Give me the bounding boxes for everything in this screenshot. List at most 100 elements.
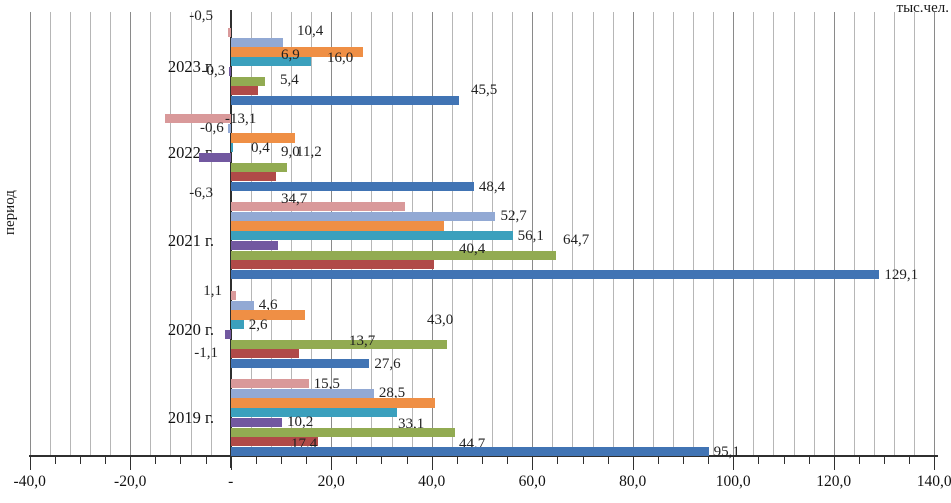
bar-series-teal-2023	[230, 57, 312, 67]
bar-series-teal-2020	[230, 320, 244, 330]
data-label-series-purple-2019: 10,2	[287, 414, 314, 431]
bar-series-pink-2023	[228, 28, 231, 38]
data-label-series-light-blue-2023: 10,4	[297, 23, 324, 39]
x-tick-label: 60,0	[518, 473, 546, 490]
minor-tick	[783, 457, 785, 464]
x-tick-label: 100,0	[715, 473, 751, 490]
minor-tick	[280, 457, 282, 464]
x-tick-label: 140,0	[916, 473, 951, 490]
minor-gridline	[512, 12, 514, 455]
data-label-series-light-blue-2020: 4,6	[258, 297, 278, 314]
minor-tick	[708, 457, 710, 464]
bar-series-dark-red-2023	[230, 86, 258, 96]
minor-tick	[356, 457, 358, 464]
minor-tick	[456, 457, 458, 464]
data-label-series-purple-2022: -6,3	[189, 185, 213, 201]
minor-gridline	[612, 12, 614, 455]
minor-tick	[105, 457, 107, 464]
bar-series-pink-2019	[230, 379, 309, 389]
bar-series-dark-red-2021	[230, 260, 434, 270]
major-gridline	[632, 12, 634, 455]
minor-gridline	[210, 12, 212, 455]
x-tick-label: 20,0	[317, 473, 345, 490]
bar-series-orange-2023	[230, 47, 363, 57]
bar-series-light-blue-2023	[230, 37, 283, 47]
bar-series-light-blue-2019	[230, 388, 374, 398]
data-label-series-light-blue-2021: 52,7	[500, 208, 527, 225]
minor-gridline	[49, 12, 51, 455]
value-axis-title: тыс.чел.	[896, 0, 949, 16]
minor-gridline	[793, 12, 795, 455]
minor-gridline	[69, 12, 71, 455]
bar-series-dark-blue-2019	[230, 446, 709, 457]
data-label-series-dark-blue-2021: 129,1	[884, 266, 919, 283]
minor-gridline	[552, 12, 554, 455]
bar-series-orange-2021	[230, 221, 445, 231]
data-label-series-dark-blue-2019: 95,1	[713, 443, 740, 460]
data-label-series-dark-red-2021: 40,4	[459, 241, 486, 257]
data-label-series-pink-2021: 34,7	[281, 191, 308, 207]
minor-gridline	[572, 12, 574, 455]
category-label-2021: 2021 г.	[167, 230, 214, 250]
minor-gridline	[914, 12, 916, 455]
bar-series-pink-2020	[230, 291, 237, 301]
bar-series-teal-2022	[230, 143, 233, 153]
minor-tick	[657, 457, 659, 464]
bar-series-light-blue-2020	[230, 300, 254, 310]
minor-tick	[607, 457, 609, 464]
minor-tick	[155, 457, 157, 464]
bar-series-green-2022	[230, 162, 287, 172]
bar-series-dark-red-2020	[230, 349, 300, 359]
category-axis-title: период	[2, 190, 18, 235]
minor-tick	[507, 457, 509, 464]
major-tick	[733, 457, 735, 470]
minor-tick	[858, 457, 860, 464]
data-label-series-teal-2022: 0,4	[251, 140, 270, 156]
minor-gridline	[693, 12, 694, 455]
data-label-series-green-2022: 11,2	[296, 144, 322, 160]
minor-gridline	[773, 12, 775, 455]
data-label-series-dark-red-2022: 9,0	[281, 144, 300, 160]
minor-gridline	[110, 12, 112, 455]
major-tick	[532, 457, 534, 470]
bar-series-green-2021	[230, 250, 556, 260]
minor-gridline	[873, 12, 875, 455]
x-tick-label: -20,0	[114, 473, 147, 490]
x-tick-label: 120,0	[816, 473, 852, 490]
data-label-series-teal-2021: 56,1	[517, 227, 544, 244]
major-gridline	[130, 12, 132, 455]
x-tick-label: 40,0	[418, 473, 446, 490]
minor-tick	[381, 457, 383, 464]
data-label-series-dark-red-2020: 13,7	[349, 333, 376, 349]
major-tick	[29, 457, 31, 470]
bar-series-dark-blue-2020	[230, 358, 370, 369]
minor-tick	[557, 457, 559, 464]
data-label-series-pink-2020: 1,1	[203, 283, 222, 299]
bar-series-dark-blue-2023	[230, 95, 460, 106]
major-tick	[331, 457, 333, 470]
major-gridline	[733, 12, 735, 455]
minor-tick	[54, 457, 56, 464]
minor-gridline	[894, 12, 895, 455]
bar-series-purple-2021	[230, 240, 279, 250]
bar-series-purple-2022	[199, 152, 231, 162]
minor-tick	[582, 457, 584, 464]
major-gridline	[29, 12, 31, 455]
minor-tick	[406, 457, 408, 464]
minor-tick	[482, 457, 483, 464]
minor-tick	[306, 457, 308, 464]
major-gridline	[532, 12, 534, 455]
minor-gridline	[753, 12, 755, 455]
minor-tick	[205, 457, 207, 464]
minor-tick	[79, 457, 81, 464]
category-label-2023: 2023 г.	[167, 56, 214, 76]
x-tick-label: -40,0	[13, 473, 46, 490]
minor-gridline	[813, 12, 815, 455]
data-label-series-dark-red-2023: 5,4	[280, 72, 299, 88]
bar-series-light-blue-2022	[227, 123, 231, 133]
data-label-series-teal-2023: 16,0	[327, 50, 354, 66]
major-tick	[230, 457, 232, 470]
bar-series-light-blue-2021	[230, 211, 496, 221]
major-gridline	[833, 12, 835, 455]
data-label-series-light-blue-2022: -0,6	[199, 120, 224, 137]
